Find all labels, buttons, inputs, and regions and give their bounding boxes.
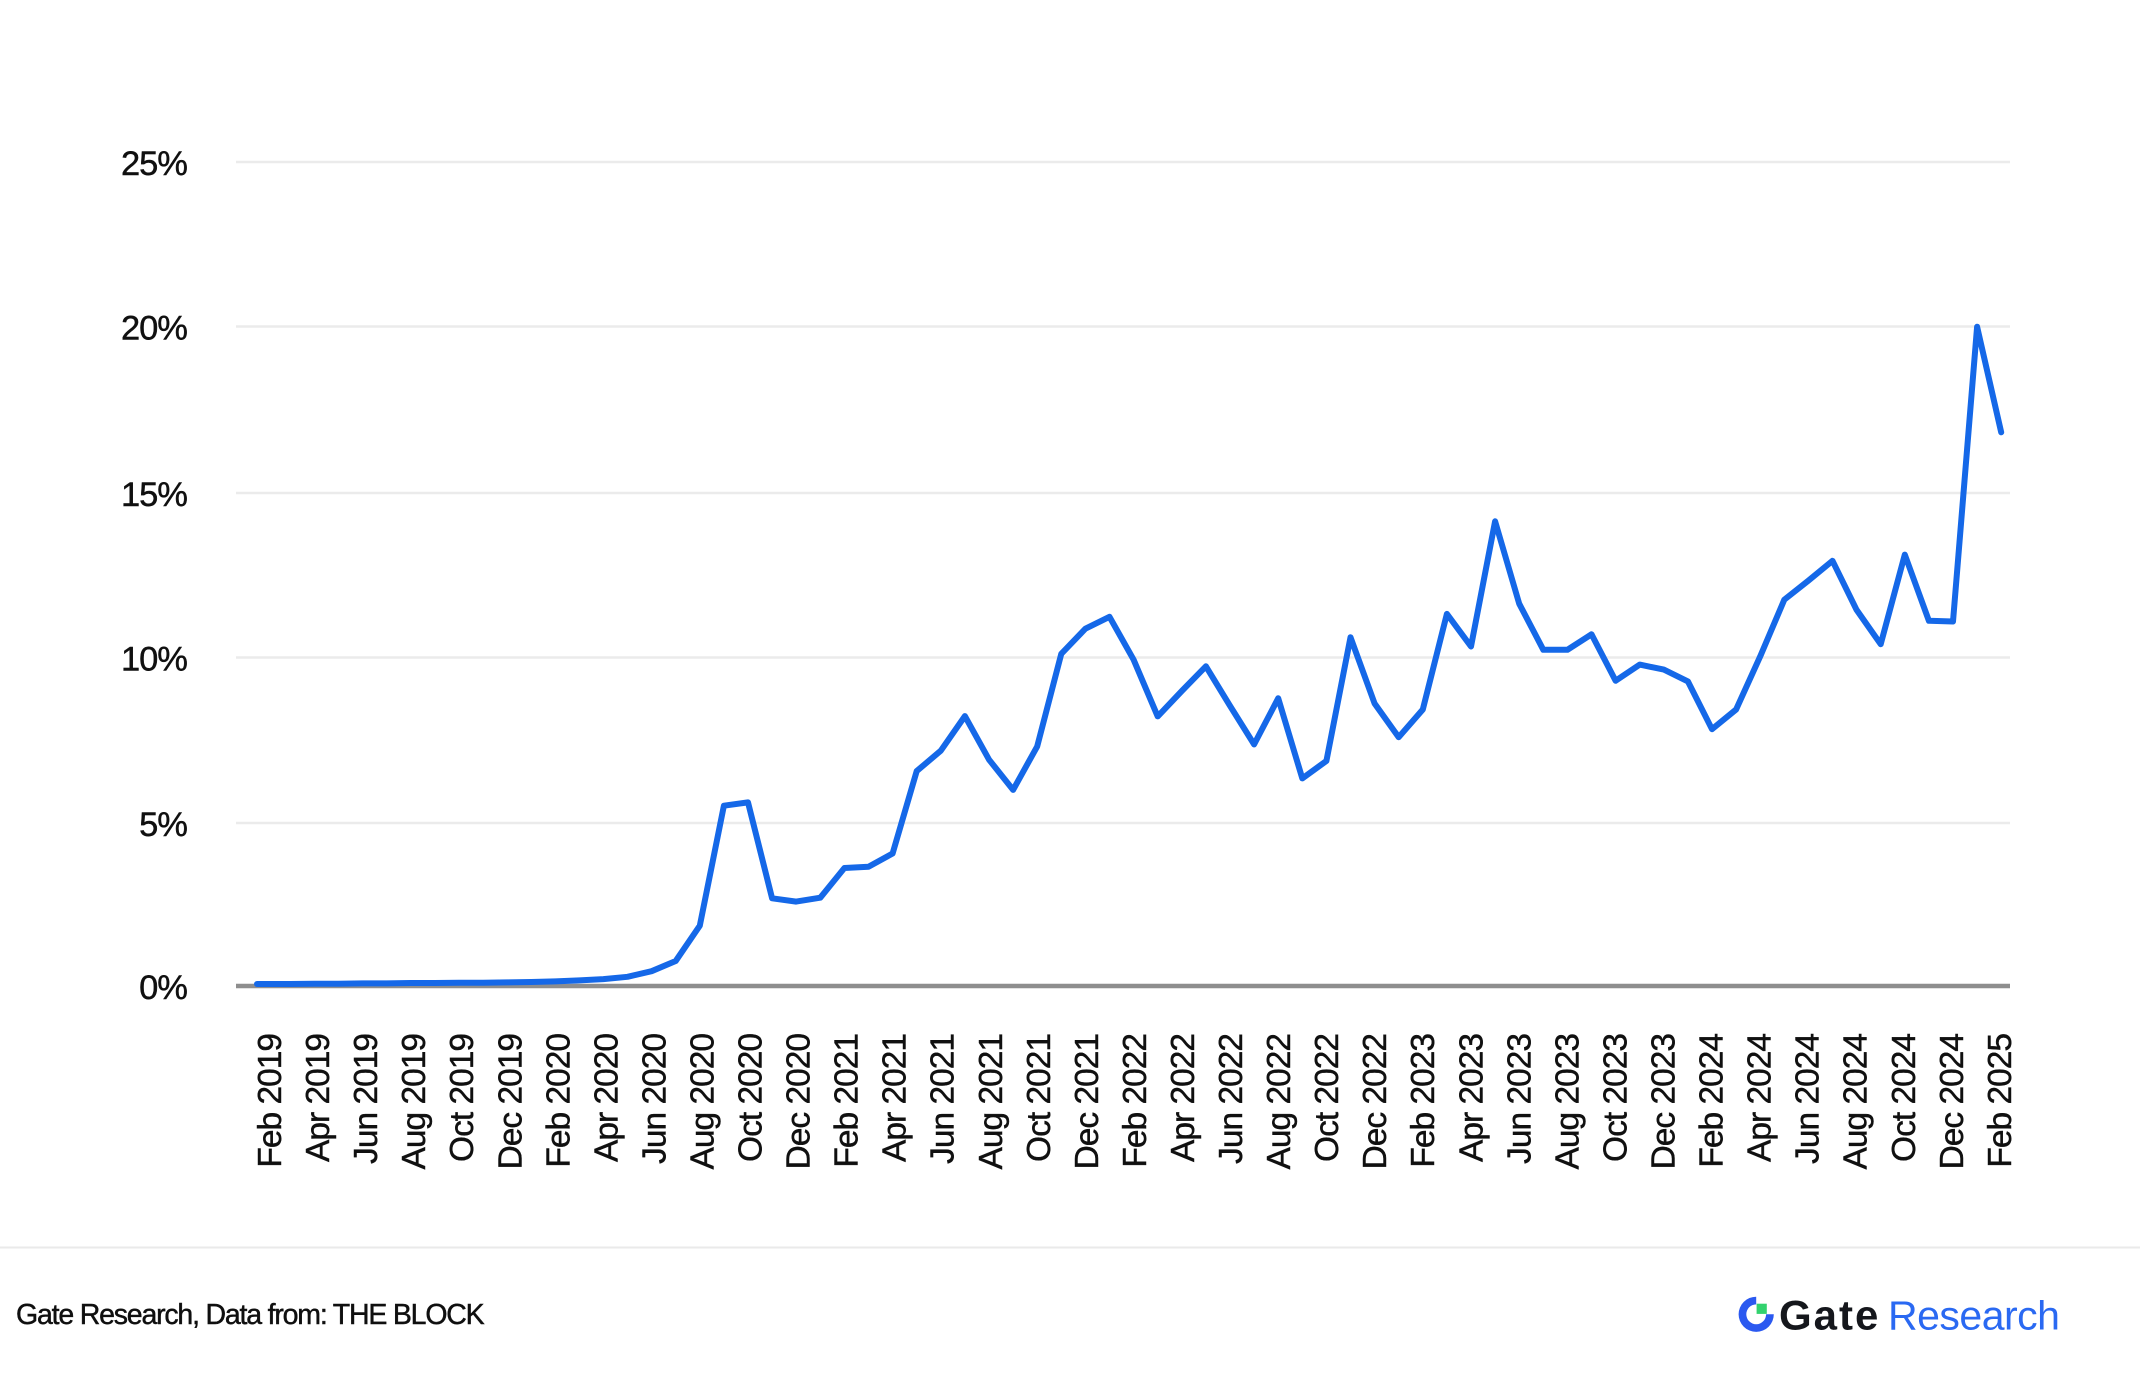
svg-text:Gate Research, Data from: THE: Gate Research, Data from: THE BLOCK	[16, 1299, 485, 1331]
svg-text:Oct 2019: Oct 2019	[444, 1034, 481, 1162]
svg-text:Jun 2020: Jun 2020	[636, 1034, 673, 1164]
svg-text:Apr 2020: Apr 2020	[588, 1034, 625, 1162]
svg-text:Oct 2023: Oct 2023	[1598, 1034, 1635, 1162]
svg-text:Aug 2022: Aug 2022	[1261, 1034, 1298, 1169]
svg-text:Jun 2019: Jun 2019	[348, 1034, 385, 1164]
svg-text:Oct 2020: Oct 2020	[733, 1034, 770, 1162]
svg-text:Dec 2019: Dec 2019	[492, 1034, 529, 1170]
svg-text:Feb 2025: Feb 2025	[1982, 1034, 2019, 1168]
svg-text:Aug 2023: Aug 2023	[1549, 1034, 1586, 1170]
svg-text:Apr 2024: Apr 2024	[1742, 1034, 1779, 1162]
svg-text:Aug 2019: Aug 2019	[396, 1034, 433, 1170]
svg-text:Apr 2023: Apr 2023	[1453, 1034, 1490, 1162]
svg-text:Dec 2020: Dec 2020	[781, 1034, 818, 1170]
svg-text:15%: 15%	[121, 476, 187, 514]
svg-text:Oct 2022: Oct 2022	[1309, 1034, 1346, 1162]
svg-text:Jun 2024: Jun 2024	[1790, 1034, 1827, 1164]
svg-text:20%: 20%	[121, 310, 187, 348]
svg-text:Dec 2023: Dec 2023	[1646, 1034, 1683, 1170]
svg-text:Feb 2021: Feb 2021	[829, 1034, 866, 1168]
svg-text:Gate: Gate	[1779, 1292, 1880, 1339]
svg-text:25%: 25%	[121, 145, 187, 183]
svg-text:Apr 2022: Apr 2022	[1165, 1034, 1202, 1162]
svg-text:Jun 2022: Jun 2022	[1213, 1034, 1250, 1164]
svg-text:Oct 2024: Oct 2024	[1886, 1034, 1923, 1162]
svg-text:Dec 2022: Dec 2022	[1357, 1034, 1394, 1169]
svg-text:Aug 2021: Aug 2021	[973, 1034, 1010, 1169]
svg-text:10%: 10%	[121, 641, 187, 679]
svg-text:0%: 0%	[139, 969, 187, 1007]
svg-text:Jun 2023: Jun 2023	[1501, 1034, 1538, 1164]
svg-text:Feb 2023: Feb 2023	[1405, 1034, 1442, 1168]
svg-text:Feb 2022: Feb 2022	[1117, 1034, 1154, 1168]
svg-text:Feb 2019: Feb 2019	[252, 1034, 289, 1168]
svg-text:5%: 5%	[139, 806, 187, 844]
svg-text:Feb 2020: Feb 2020	[540, 1034, 577, 1168]
svg-text:Dec 2024: Dec 2024	[1934, 1034, 1971, 1170]
svg-text:Aug 2020: Aug 2020	[685, 1034, 722, 1170]
svg-text:Feb 2024: Feb 2024	[1694, 1034, 1731, 1168]
svg-text:Aug 2024: Aug 2024	[1838, 1034, 1875, 1170]
svg-text:Oct 2021: Oct 2021	[1021, 1034, 1058, 1162]
svg-text:Research: Research	[1888, 1293, 2059, 1339]
svg-text:Apr 2021: Apr 2021	[877, 1034, 914, 1162]
svg-text:Apr 2019: Apr 2019	[300, 1034, 337, 1162]
svg-text:Jun 2021: Jun 2021	[925, 1034, 962, 1164]
svg-text:Dec 2021: Dec 2021	[1069, 1034, 1106, 1169]
